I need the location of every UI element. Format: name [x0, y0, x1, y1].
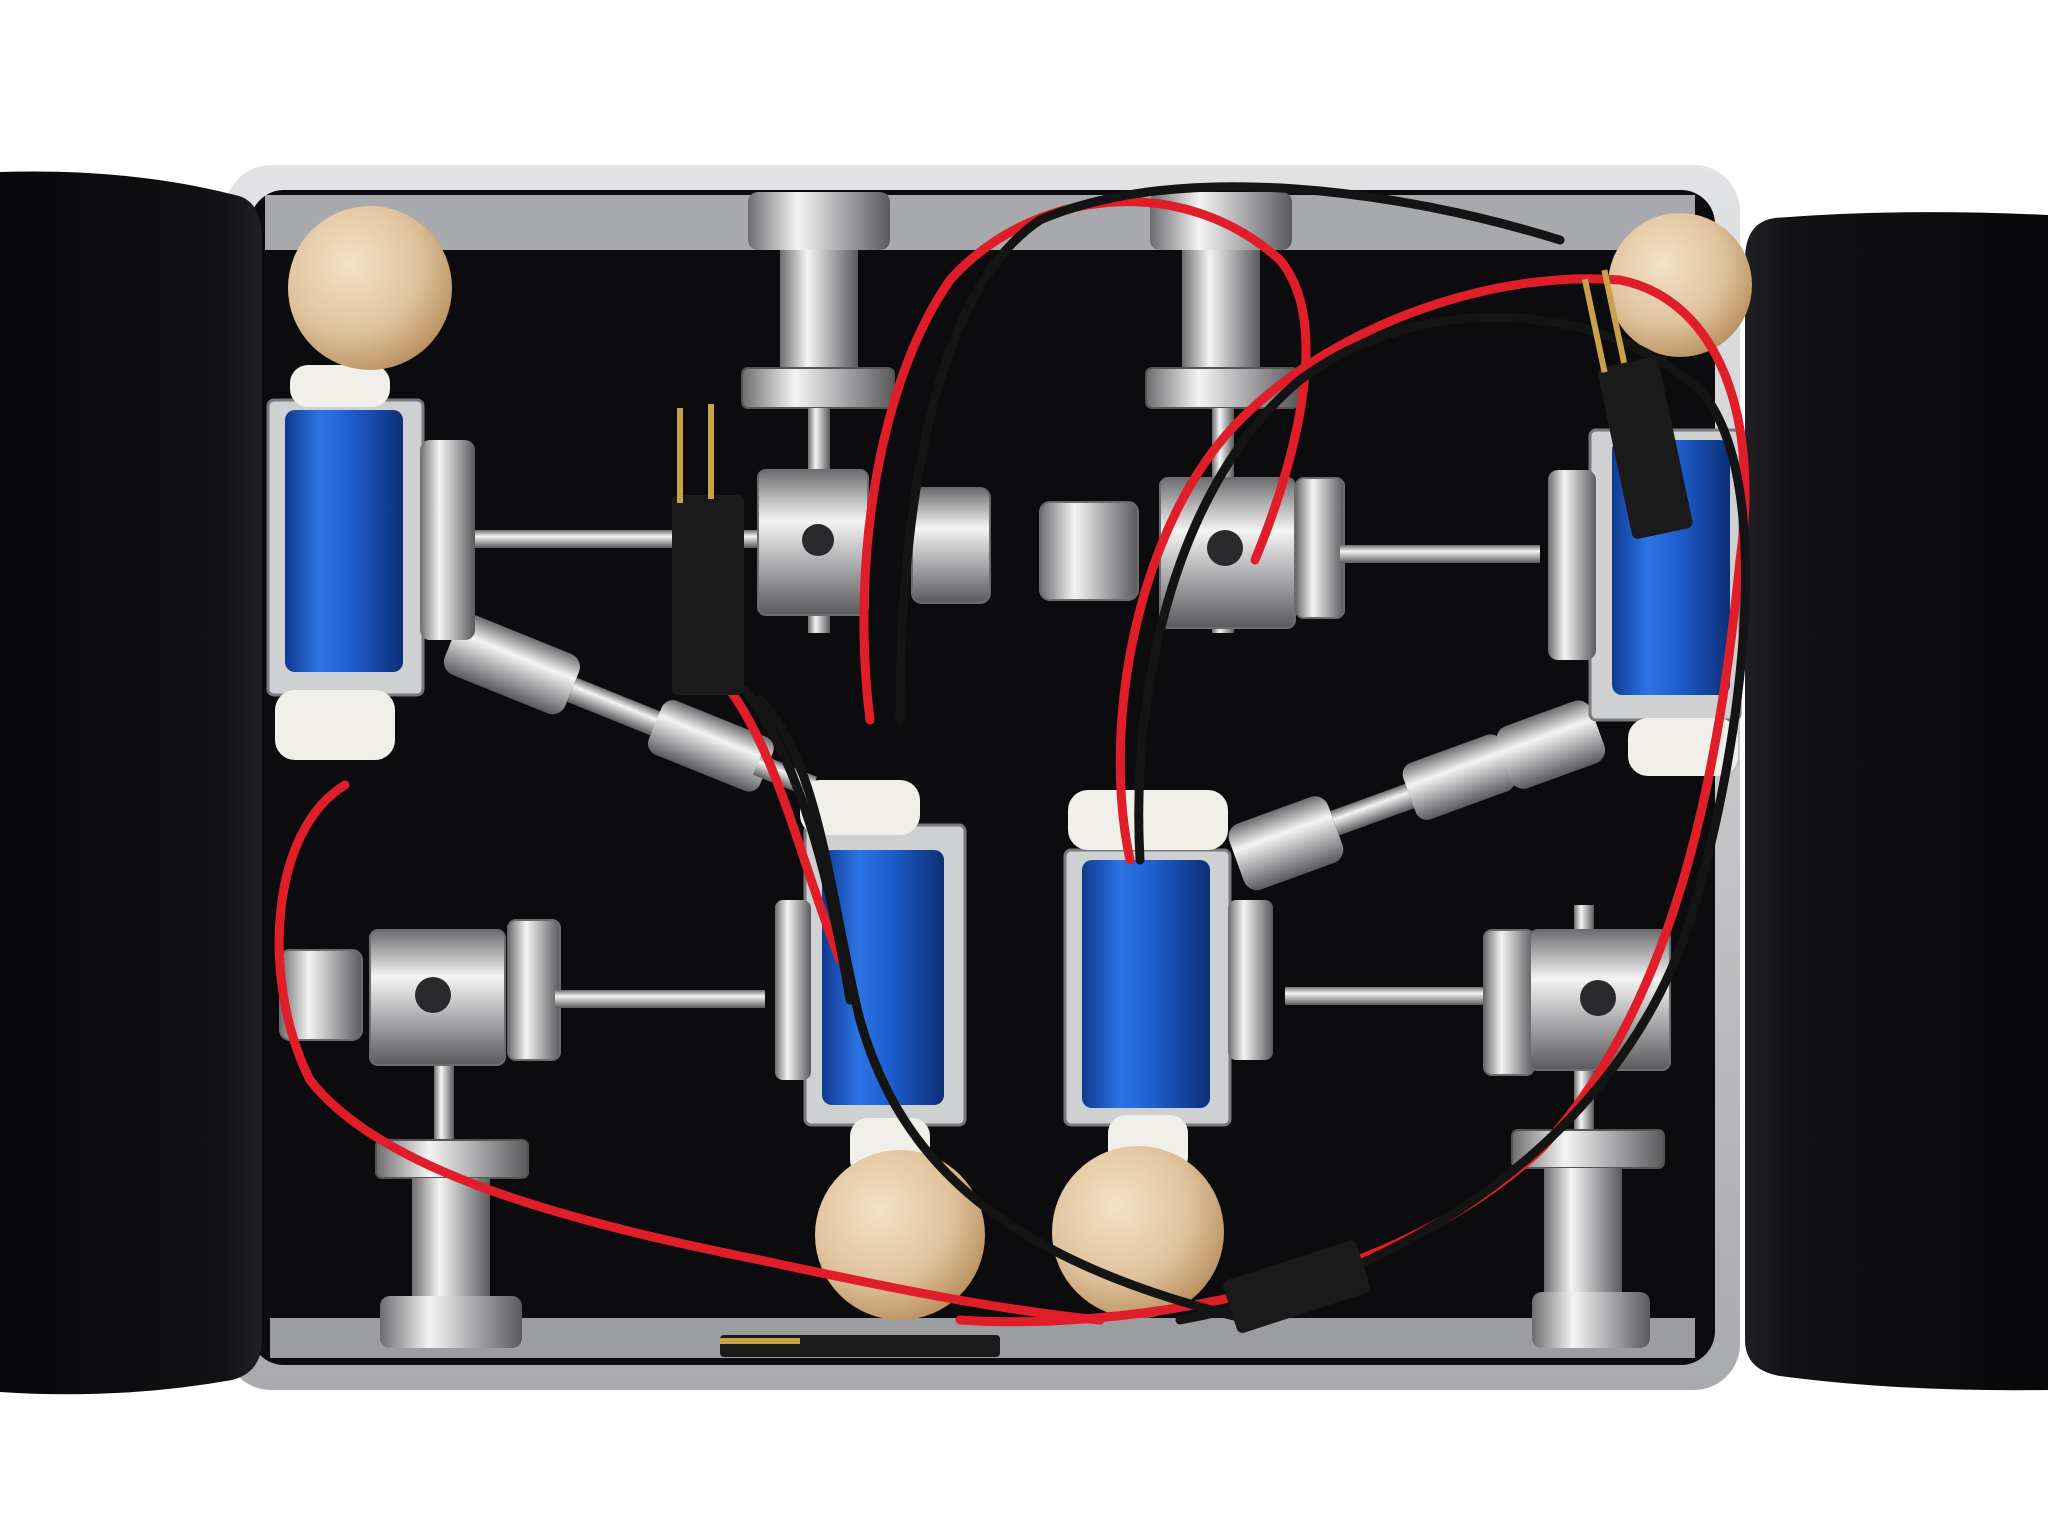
wire-black [740, 685, 855, 1005]
wire-black [755, 695, 1255, 1325]
pin-connectors [672, 269, 1693, 1357]
felt-pad [800, 780, 920, 835]
wooden-bead-bottom-right [1052, 1146, 1224, 1318]
solenoids [266, 365, 1742, 1178]
wire-black [1134, 312, 1750, 1325]
plunger-links [443, 614, 1606, 891]
connector-upper-right [1581, 269, 1693, 539]
felt-flap-left [0, 171, 262, 1395]
felt-pad [275, 690, 395, 760]
adjuster-upper-right [1039, 477, 1540, 629]
wooden-bead-top-right [1608, 213, 1752, 357]
wire-black [895, 182, 1565, 725]
adjuster-upper-left [470, 469, 991, 616]
solenoid-bottom-right [1063, 790, 1273, 1175]
tin-top-wall [265, 195, 1695, 250]
felt-pad [1068, 790, 1228, 850]
adjuster-lower-left [279, 919, 765, 1066]
tin-box [225, 165, 1740, 1390]
solenoid-top-left [266, 365, 475, 760]
knurled-knob [507, 919, 561, 1061]
connector-bottom-left [720, 1335, 1000, 1357]
plunger-link-left [443, 614, 817, 798]
knurled-knob [1295, 477, 1345, 619]
tin-floor [250, 190, 1715, 1365]
connector-upper-left [672, 404, 744, 695]
felt-flap-right [1745, 212, 2048, 1391]
felt-flaps [0, 171, 2048, 1395]
wire-red [725, 685, 845, 965]
knurled-knob [1483, 929, 1535, 1076]
wire-red [274, 780, 1105, 1325]
adjuster-assemblies [279, 469, 1671, 1076]
wooden-beads [288, 206, 1752, 1320]
knurled-knob [911, 487, 991, 604]
bottom-post-left [375, 1040, 529, 1348]
wooden-bead-top-left [288, 206, 452, 370]
felt-pad [290, 365, 390, 407]
wooden-bead-bottom-left [815, 1150, 985, 1320]
connector-bottom [1223, 1240, 1371, 1333]
wires [274, 182, 1750, 1327]
solenoid-bottom-left [775, 780, 967, 1178]
plunger-link-right [1228, 700, 1606, 891]
